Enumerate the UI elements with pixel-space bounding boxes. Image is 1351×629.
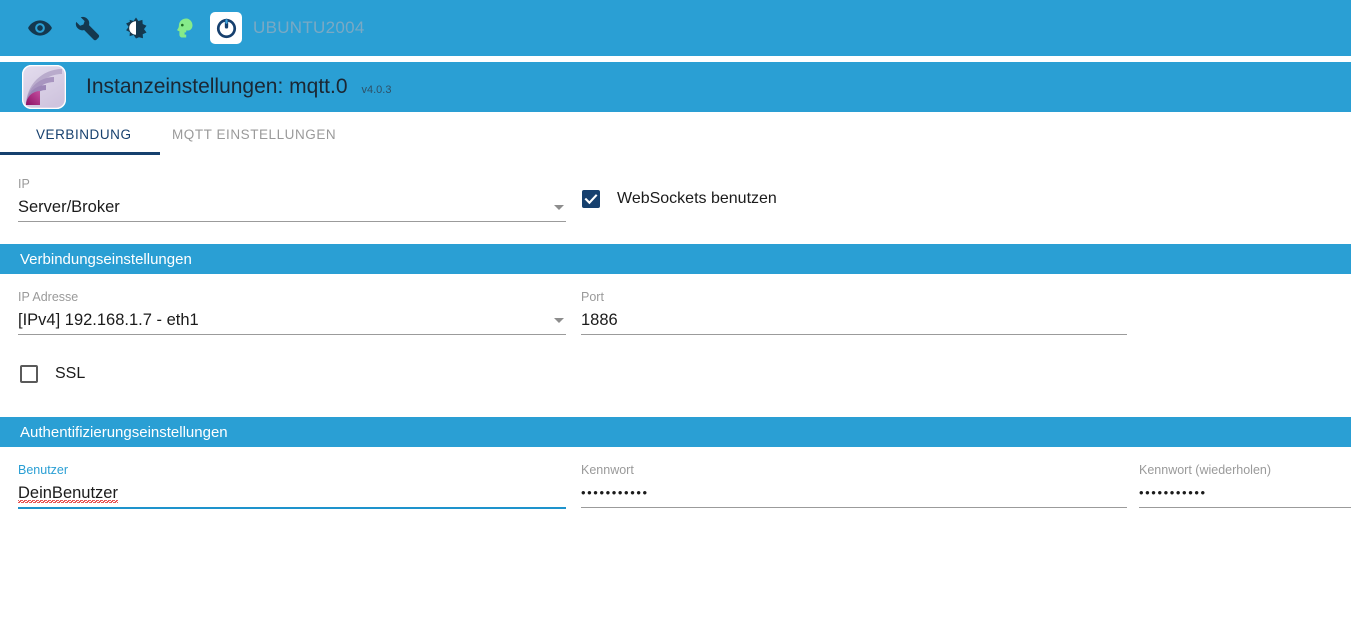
password-value[interactable]: ••••••••••• — [581, 485, 649, 500]
contrast-icon[interactable] — [112, 0, 160, 56]
checkmark-icon[interactable] — [582, 190, 600, 208]
chevron-down-icon[interactable] — [554, 318, 564, 323]
mqtt-adapter-icon — [22, 65, 66, 109]
top-toolbar: UBUNTU2004 — [0, 0, 1351, 56]
field-port: Port 1886 — [581, 290, 1127, 335]
password-repeat-label: Kennwort (wiederholen) — [1139, 463, 1272, 477]
instance-header: Instanzeinstellungen: mqtt.0 v4.0.3 — [0, 62, 1351, 112]
checkbox-websockets[interactable]: WebSockets benutzen — [582, 190, 777, 208]
password-repeat-value[interactable]: ••••••••••• — [1139, 485, 1207, 500]
eye-icon[interactable] — [16, 0, 64, 56]
wrench-icon[interactable] — [64, 0, 112, 56]
settings-form: IP Server/Broker WebSockets benutzen Ver… — [0, 157, 1351, 629]
section-connection-settings: Verbindungseinstellungen — [0, 244, 1351, 274]
field-user: Benutzer DeinBenutzer — [18, 463, 566, 509]
field-password: Kennwort ••••••••••• — [581, 463, 1127, 508]
ip-address-value[interactable]: [IPv4] 192.168.1.7 - eth1 — [18, 311, 199, 329]
checkbox-ssl-label: SSL — [55, 365, 86, 382]
head-profile-icon[interactable] — [160, 0, 208, 56]
section-auth-settings: Authentifizierungseinstellungen — [0, 417, 1351, 447]
checkbox-ssl-box[interactable] — [20, 365, 38, 383]
tab-verbindung[interactable]: VERBINDUNG — [36, 126, 132, 142]
password-label: Kennwort — [581, 463, 634, 477]
port-label: Port — [581, 290, 604, 304]
tab-mqtt-einstellungen[interactable]: MQTT EINSTELLUNGEN — [172, 126, 337, 142]
user-value[interactable]: DeinBenutzer — [18, 484, 118, 503]
port-value[interactable]: 1886 — [581, 311, 618, 329]
field-password-repeat: Kennwort (wiederholen) ••••••••••• — [1139, 463, 1351, 508]
port-underline — [581, 334, 1127, 335]
password-underline — [581, 507, 1127, 508]
checkbox-ssl[interactable]: SSL — [20, 365, 85, 383]
field-ip-address: IP Adresse [IPv4] 192.168.1.7 - eth1 — [18, 290, 566, 335]
chevron-down-icon[interactable] — [554, 205, 564, 210]
type-select-value[interactable]: Server/Broker — [18, 198, 120, 216]
field-type-select: IP Server/Broker — [18, 177, 566, 222]
adapter-version: v4.0.3 — [361, 84, 392, 96]
password-repeat-underline — [1139, 507, 1351, 508]
type-select-underline — [18, 221, 566, 222]
toolbar-separator — [0, 56, 1351, 62]
user-underline — [18, 507, 566, 509]
type-select-label: IP — [18, 177, 30, 191]
tab-bar: VERBINDUNG MQTT EINSTELLUNGEN — [0, 112, 1351, 157]
active-tab-indicator — [0, 152, 160, 155]
iobroker-logo-icon[interactable] — [210, 12, 242, 44]
checkbox-websockets-label: WebSockets benutzen — [617, 190, 777, 207]
ip-address-label: IP Adresse — [18, 290, 79, 304]
page-title: Instanzeinstellungen: mqtt.0 — [86, 75, 348, 98]
ip-address-underline — [18, 334, 566, 335]
user-label: Benutzer — [18, 463, 69, 477]
section-auth-settings-title: Authentifizierungseinstellungen — [20, 423, 228, 441]
section-connection-settings-title: Verbindungseinstellungen — [20, 250, 192, 268]
host-name-label: UBUNTU2004 — [253, 18, 365, 37]
